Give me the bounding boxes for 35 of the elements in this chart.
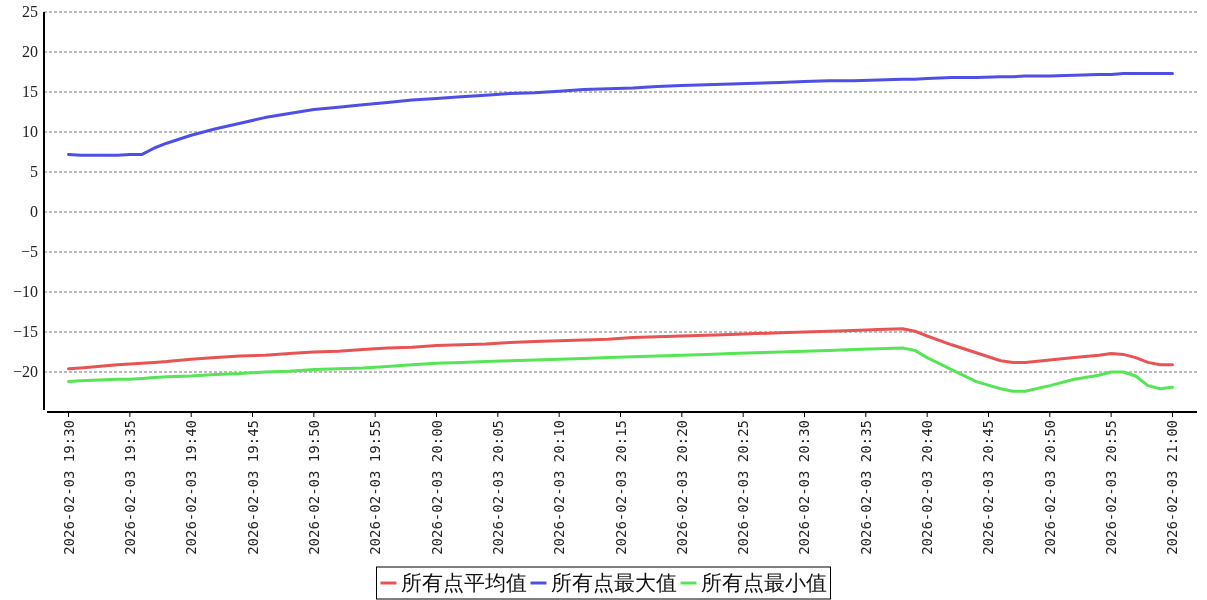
- x-tick-label: 2026-02-03 19:55: [367, 420, 384, 555]
- y-tick-label: −5: [20, 243, 38, 260]
- x-tick-label: 2026-02-03 21:00: [1164, 420, 1181, 555]
- x-tick-label: 2026-02-03 19:45: [244, 420, 261, 555]
- y-tick-label: −10: [12, 283, 38, 300]
- legend-label: 所有点平均值: [400, 571, 527, 595]
- y-tick-label: 10: [22, 123, 38, 140]
- x-tick-label: 2026-02-03 19:50: [305, 420, 322, 555]
- x-tick-label: 2026-02-03 20:05: [489, 420, 506, 555]
- x-tick-label: 2026-02-03 20:00: [428, 420, 445, 555]
- y-tick-label: 25: [22, 3, 38, 20]
- x-tick-label: 2026-02-03 19:30: [60, 420, 77, 555]
- x-tick-label: 2026-02-03 20:45: [980, 420, 997, 555]
- x-tick-label: 2026-02-03 20:40: [919, 420, 936, 555]
- line-series: [67, 346, 1174, 393]
- x-tick-label: 2026-02-03 19:40: [183, 420, 200, 555]
- line-series: [67, 72, 1174, 157]
- x-tick-label: 2026-02-03 20:25: [735, 420, 752, 555]
- x-tick-label: 2026-02-03 19:35: [121, 420, 138, 555]
- x-tick-label: 2026-02-03 20:15: [612, 420, 629, 555]
- x-tick-label: 2026-02-03 20:30: [796, 420, 813, 555]
- x-tick-label: 2026-02-03 20:10: [551, 420, 568, 555]
- y-tick-label: −15: [12, 323, 38, 340]
- x-tick-label: 2026-02-03 20:20: [673, 420, 690, 555]
- y-tick-label: 20: [22, 43, 38, 60]
- legend-label: 所有点最小值: [700, 571, 827, 595]
- x-tick-label: 2026-02-03 20:50: [1041, 420, 1058, 555]
- y-tick-label: 5: [30, 163, 38, 180]
- y-tick-label: 15: [22, 83, 38, 100]
- x-tick-label: 2026-02-03 20:55: [1103, 420, 1120, 555]
- line-series: [67, 327, 1174, 371]
- y-tick-label: −20: [12, 363, 38, 380]
- x-tick-label: 2026-02-03 20:35: [857, 420, 874, 555]
- legend-label: 所有点最大值: [550, 571, 677, 595]
- y-tick-label: 0: [30, 203, 38, 220]
